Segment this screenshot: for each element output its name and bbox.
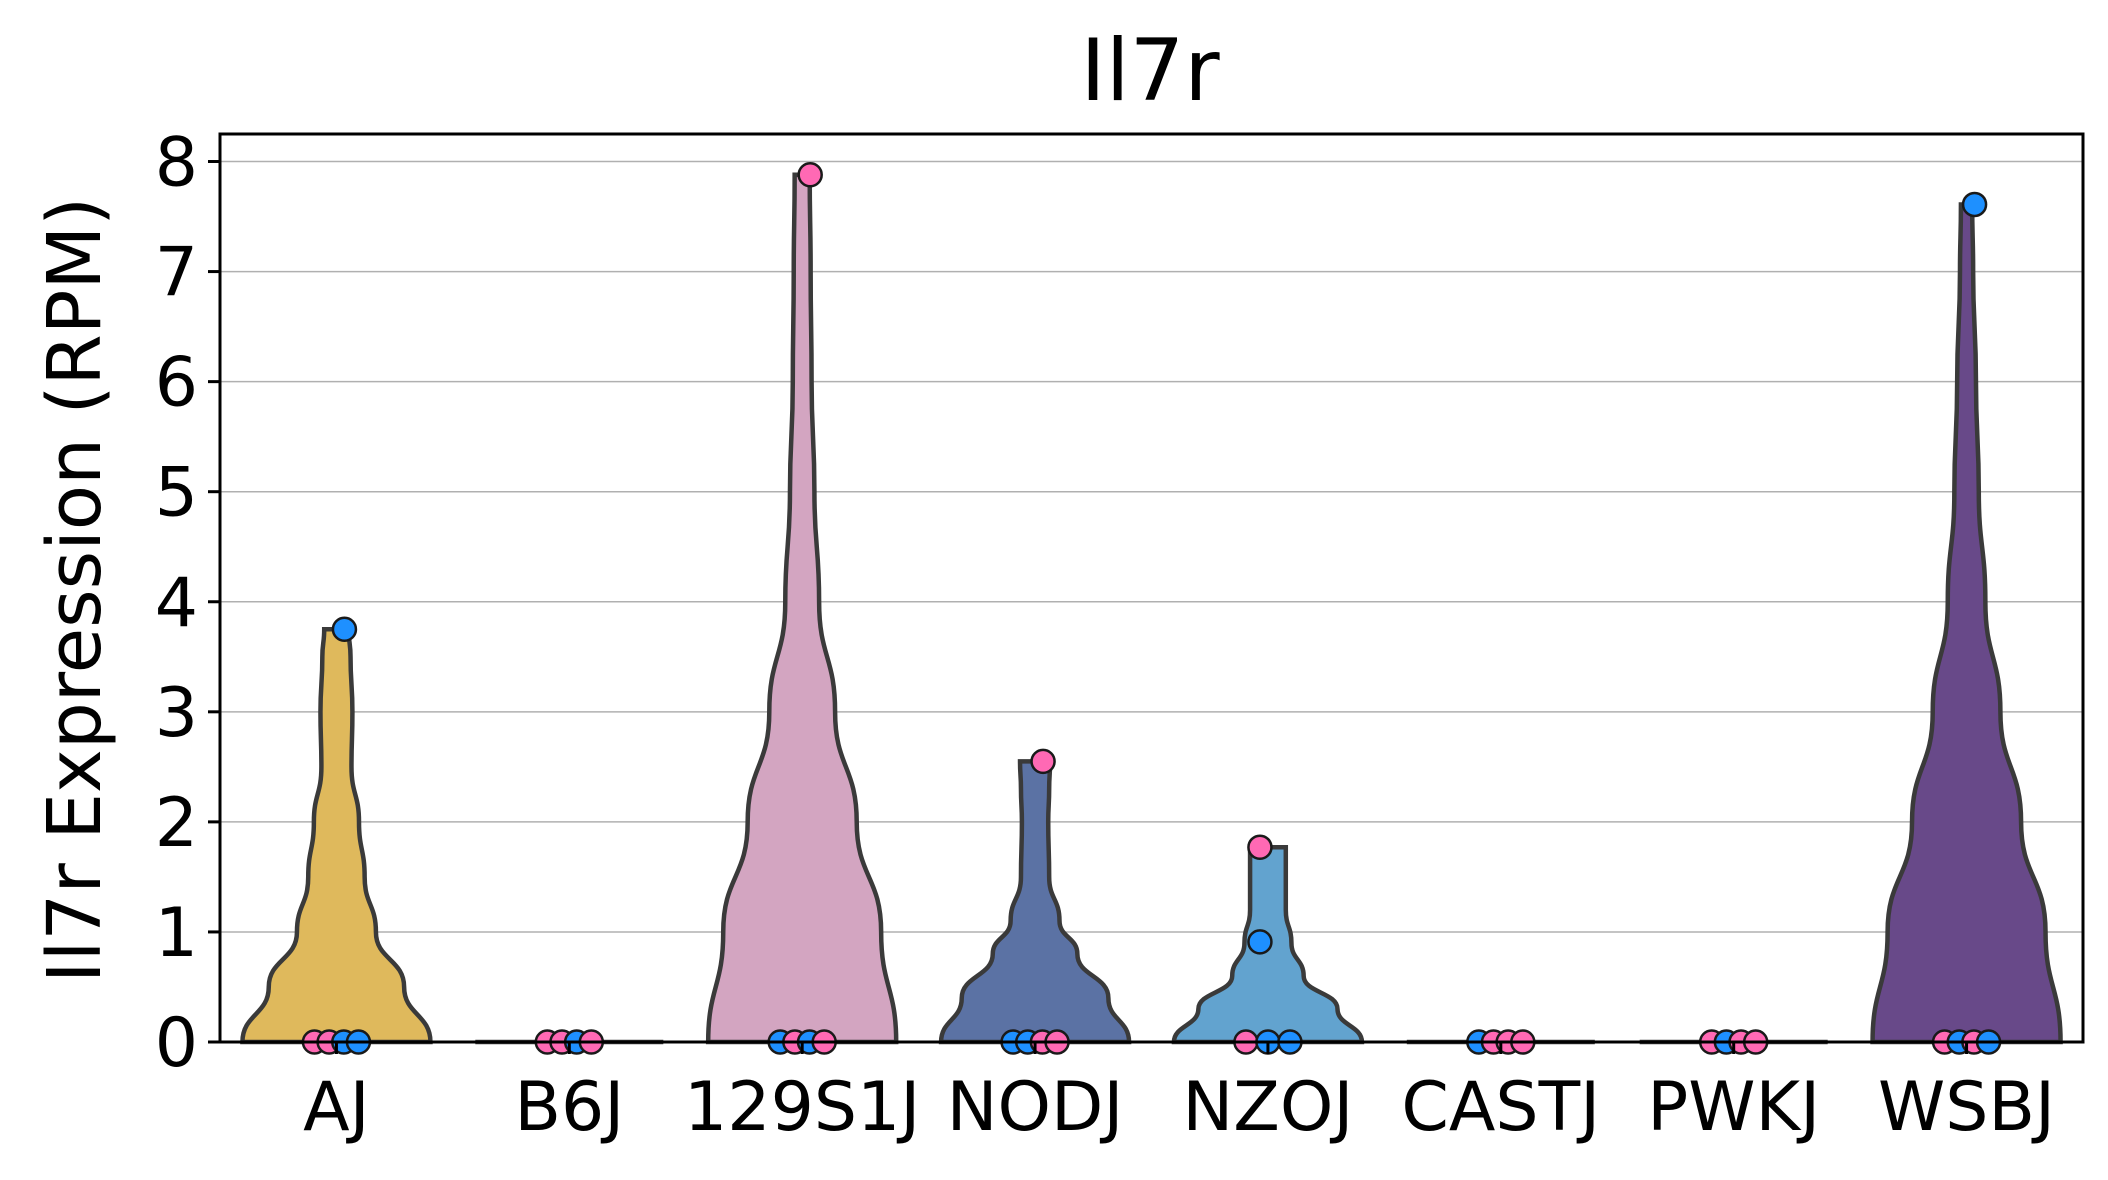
- x-tick-label: PWKJ: [1647, 1068, 1820, 1147]
- x-axis-ticks: AJ B6J 129S1J NODJ NZOJ CASTJ PWKJ WSBJ: [303, 1042, 2055, 1147]
- y-tick-label: 7: [155, 234, 198, 313]
- x-tick-label: 129S1J: [684, 1068, 920, 1147]
- x-tick-label: B6J: [514, 1068, 624, 1147]
- x-tick-label: NZOJ: [1182, 1068, 1353, 1147]
- data-point: [1247, 929, 1273, 955]
- chart-title: Il7r: [1080, 21, 1220, 121]
- data-point: [1247, 834, 1273, 860]
- y-tick-label: 4: [155, 564, 198, 643]
- violins: [240, 172, 2063, 1045]
- y-tick-label: 3: [155, 674, 198, 753]
- violin-aj: [240, 627, 433, 1045]
- data-points: [301, 161, 2002, 1055]
- data-point: [1030, 748, 1056, 775]
- y-tick-label: 0: [155, 1004, 198, 1083]
- y-tick-label: 1: [155, 894, 198, 973]
- y-tick-label: 2: [155, 784, 198, 863]
- y-axis-ticks: 0 1 2 3 4 5 6 7 8: [155, 124, 220, 1083]
- x-tick-label: NODJ: [947, 1068, 1124, 1147]
- data-point: [797, 161, 823, 188]
- x-tick-label: CASTJ: [1401, 1068, 1600, 1147]
- y-tick-label: 8: [155, 124, 198, 203]
- violin-wsbj: [1870, 202, 2063, 1045]
- data-point: [1961, 191, 1988, 218]
- x-tick-label: AJ: [303, 1068, 370, 1147]
- data-point: [331, 616, 358, 643]
- y-axis-label: Il7r Expression (RPM): [32, 197, 118, 983]
- y-tick-label: 6: [155, 344, 198, 423]
- violin-nodj: [938, 759, 1132, 1045]
- gridlines: [220, 160, 2083, 1043]
- plot-frame: [218, 132, 2085, 1044]
- violin-129s1j: [705, 172, 899, 1045]
- x-tick-label: WSBJ: [1878, 1068, 2055, 1147]
- y-tick-label: 5: [155, 454, 198, 533]
